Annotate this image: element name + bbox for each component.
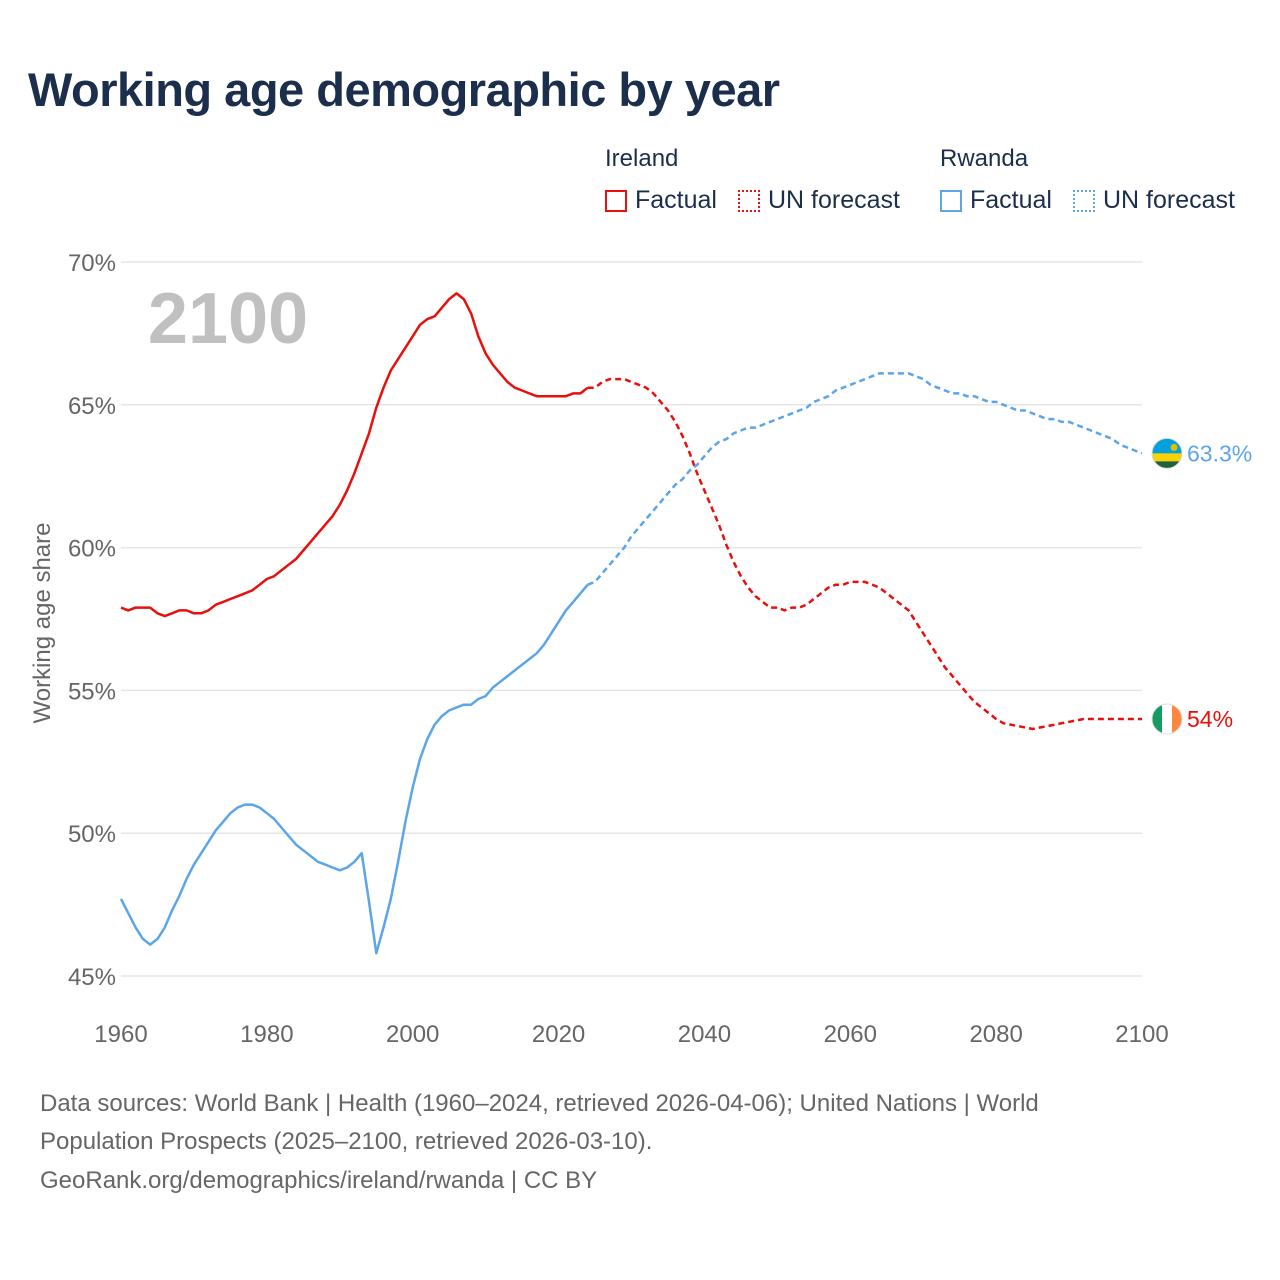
rwanda-factual-line [119, 583, 589, 955]
y-tick-label: 70% [68, 250, 116, 277]
footer-sources-line1: Data sources: World Bank | Health (1960–… [40, 1090, 1039, 1117]
ireland-factual-line [120, 292, 589, 618]
rwanda-flag-icon [1151, 437, 1183, 469]
x-tick-label: 2020 [532, 1021, 585, 1048]
y-tick-label: 65% [68, 393, 116, 420]
x-tick-label: 2040 [678, 1021, 731, 1048]
legend-group-ireland: Ireland [605, 145, 679, 172]
y-tick-label: 45% [68, 964, 116, 991]
y-tick-label: 60% [68, 536, 116, 563]
ireland-flag-icon [1151, 703, 1183, 735]
end-markers: 54% 63.3% [1151, 437, 1252, 735]
x-tick-label: 1960 [94, 1021, 147, 1048]
year-watermark: 2100 [148, 279, 308, 359]
x-tick-label: 2060 [824, 1021, 877, 1048]
legend-rwanda-forecast[interactable]: UN forecast [1073, 186, 1235, 215]
x-tick-label: 2000 [386, 1021, 439, 1048]
legend-label: Factual [970, 186, 1052, 214]
x-tick-label: 2080 [969, 1021, 1022, 1048]
legend-swatch-dotted [738, 189, 760, 212]
y-tick-label: 50% [68, 821, 116, 848]
series-lines [119, 292, 1143, 955]
legend-ireland-factual[interactable]: Factual [605, 186, 717, 215]
ireland-end-value-label: 54% [1187, 706, 1233, 732]
footer-sources-line2: Population Prospects (2025–2100, retriev… [40, 1128, 653, 1155]
ireland-forecast-line [587, 377, 1142, 731]
rwanda-forecast-line [587, 372, 1143, 586]
footer-attribution: GeoRank.org/demographics/ireland/rwanda … [40, 1167, 598, 1194]
legend-swatch-solid [605, 189, 627, 212]
legend-label: UN forecast [1103, 186, 1235, 214]
page-title: Working age demographic by year [28, 63, 780, 116]
y-axis-ticks: 45% 50% 55% 60% 65% 70% [68, 250, 116, 991]
legend-ireland-forecast[interactable]: UN forecast [738, 186, 900, 215]
legend-label: UN forecast [768, 186, 900, 214]
gridlines [121, 261, 1142, 977]
y-axis-label: Working age share [29, 523, 56, 724]
x-tick-label: 1980 [240, 1021, 293, 1048]
x-tick-label: 2100 [1115, 1021, 1168, 1048]
legend-swatch-dotted [1073, 189, 1095, 212]
rwanda-end-value-label: 63.3% [1187, 440, 1252, 466]
legend-group-rwanda: Rwanda [940, 145, 1029, 172]
legend-label: Factual [635, 186, 717, 214]
legend-rwanda-factual[interactable]: Factual [940, 186, 1052, 215]
x-axis-ticks: 1960 1980 2000 2020 2040 2060 2080 2100 [94, 1021, 1168, 1048]
y-tick-label: 55% [68, 678, 116, 705]
legend-swatch-solid [940, 189, 962, 212]
